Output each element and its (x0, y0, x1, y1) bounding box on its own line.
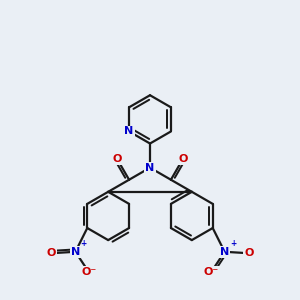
Text: O: O (46, 248, 56, 258)
Text: N: N (146, 163, 154, 173)
Text: +: + (230, 239, 236, 248)
Text: N: N (71, 247, 80, 257)
Text: O: O (244, 248, 254, 258)
Text: O⁻: O⁻ (81, 267, 96, 277)
Text: O: O (178, 154, 188, 164)
Text: N: N (220, 247, 229, 257)
Text: +: + (81, 239, 87, 248)
Text: O: O (112, 154, 122, 164)
Text: O⁻: O⁻ (204, 267, 219, 277)
Text: N: N (124, 127, 134, 136)
